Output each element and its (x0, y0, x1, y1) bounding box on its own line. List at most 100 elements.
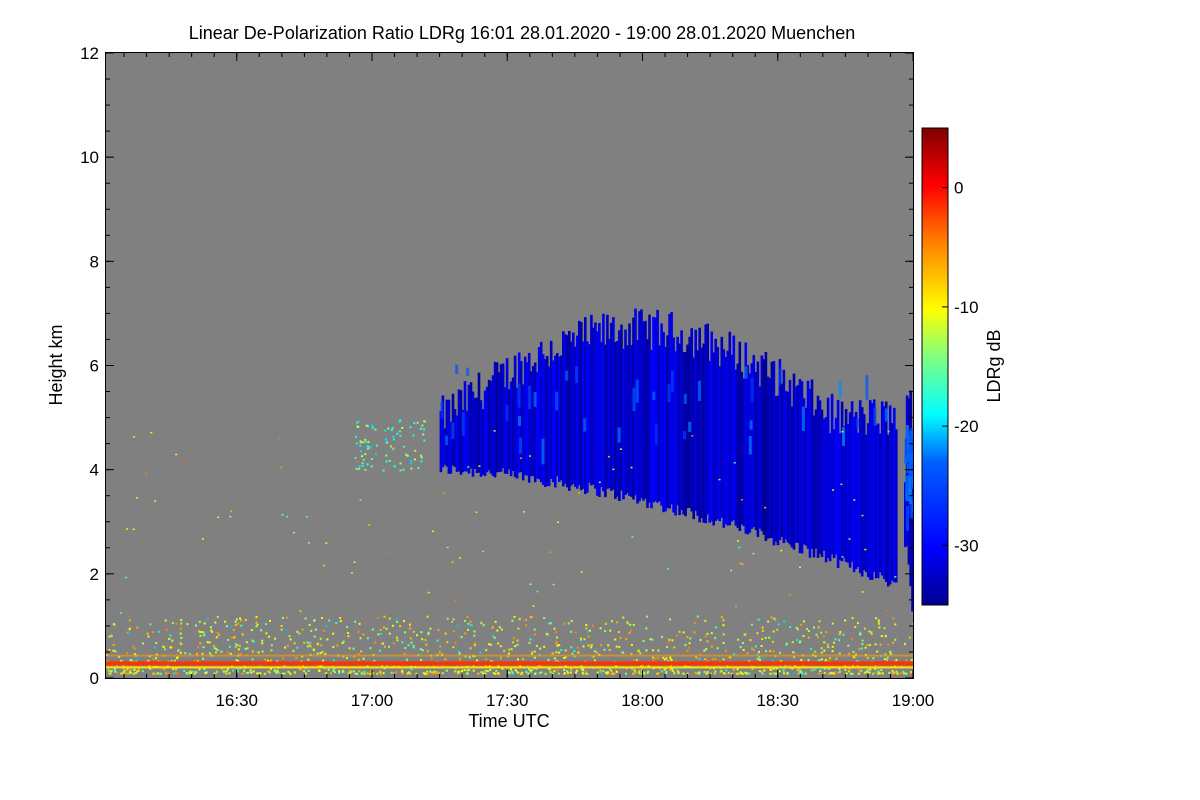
speckle-pixel (234, 620, 237, 623)
speckle-pixel (227, 638, 230, 641)
cloud-column (475, 397, 479, 473)
cloud-column (836, 399, 840, 569)
cloud-column (578, 320, 581, 486)
layer-pixel (398, 420, 401, 423)
speckle-pixel (783, 672, 785, 675)
speckle-pixel (437, 629, 440, 631)
cloud-column (692, 357, 695, 520)
speckle-pixel (408, 671, 411, 674)
speckle-pixel (193, 659, 196, 662)
cloud-column (606, 314, 609, 489)
cloud-column (453, 409, 457, 468)
speckle-pixel (652, 649, 655, 652)
speckle-pixel (696, 615, 699, 618)
speckle-pixel (583, 638, 586, 641)
cloud-streak (912, 494, 913, 513)
speckle-pixel (357, 653, 360, 656)
speckle-pixel (874, 671, 877, 674)
speckle-pixel (849, 668, 852, 671)
speckle-pixel (203, 633, 206, 636)
speckle-pixel (217, 633, 220, 636)
speckle-pixel (308, 644, 311, 647)
speckle-pixel (571, 652, 574, 655)
speckle-pixel (481, 671, 484, 674)
speckle-pixel (799, 670, 802, 673)
speckle-pixel (615, 669, 618, 672)
cloud-column (519, 361, 523, 473)
speckle-pixel (619, 448, 622, 450)
speckle-pixel (313, 635, 316, 638)
cloud-column (848, 412, 852, 568)
speckle-pixel (245, 641, 248, 644)
speckle-pixel (366, 637, 369, 640)
speckle-pixel (881, 672, 884, 675)
speckle-pixel (799, 623, 802, 626)
cloud-streak (667, 384, 671, 402)
speckle-pixel (905, 672, 908, 675)
speckle-pixel (607, 671, 609, 674)
speckle-pixel (403, 652, 406, 655)
cloud-column (572, 332, 575, 484)
speckle-pixel (858, 671, 861, 674)
speckle-pixel (669, 618, 672, 621)
cloud-column (840, 401, 844, 562)
speckle-pixel (427, 633, 430, 636)
speckle-pixel (445, 669, 448, 672)
speckle-pixel (357, 630, 360, 633)
cloud-column (574, 346, 577, 487)
speckle-pixel (802, 635, 805, 637)
speckle-pixel (616, 670, 618, 673)
speckle-pixel (381, 665, 384, 668)
speckle-pixel (396, 639, 399, 642)
cloud-column (616, 341, 619, 497)
cloud-streak (906, 463, 910, 474)
speckle-pixel (432, 664, 435, 667)
speckle-pixel (473, 630, 476, 633)
speckle-pixel (180, 637, 183, 639)
speckle-pixel (755, 645, 757, 648)
layer-pixel (385, 460, 388, 463)
x-tick-label: 17:30 (486, 691, 529, 710)
cloud-column (782, 369, 786, 544)
cloud-column (776, 395, 780, 546)
speckle-pixel (599, 670, 602, 673)
speckle-pixel (555, 640, 558, 643)
speckle-pixel (893, 671, 896, 674)
cloud-column (648, 314, 651, 503)
speckle-pixel (179, 642, 182, 645)
layer-pixel (399, 462, 402, 465)
speckle-pixel (551, 672, 554, 675)
speckle-pixel (675, 634, 678, 637)
speckle-pixel (459, 657, 462, 660)
speckle-pixel (595, 651, 598, 654)
layer-pixel (370, 458, 373, 460)
speckle-pixel (326, 638, 329, 641)
cloud-column (882, 406, 886, 579)
speckle-pixel (611, 672, 614, 675)
speckle-pixel (745, 672, 748, 675)
speckle-pixel (346, 626, 349, 628)
speckle-pixel (403, 446, 405, 448)
speckle-pixel (761, 638, 764, 640)
speckle-pixel (847, 670, 850, 673)
speckle-pixel (224, 620, 227, 623)
layer-pixel (392, 438, 395, 441)
speckle-pixel (250, 629, 253, 632)
cloud-column (604, 344, 607, 498)
speckle-pixel (630, 644, 633, 646)
speckle-pixel (277, 437, 280, 439)
speckle-pixel (695, 672, 698, 675)
speckle-pixel (343, 671, 346, 674)
speckle-pixel (528, 668, 531, 671)
speckle-pixel (543, 645, 546, 648)
speckle-pixel (548, 667, 551, 670)
cloud-column (891, 423, 894, 581)
speckle-pixel (829, 672, 832, 675)
speckle-pixel (338, 672, 341, 675)
speckle-pixel (369, 647, 372, 650)
speckle-pixel (841, 430, 844, 433)
cloud-column (554, 355, 557, 488)
speckle-pixel (591, 624, 594, 627)
speckle-pixel (872, 672, 875, 675)
cloud-column (816, 395, 820, 558)
